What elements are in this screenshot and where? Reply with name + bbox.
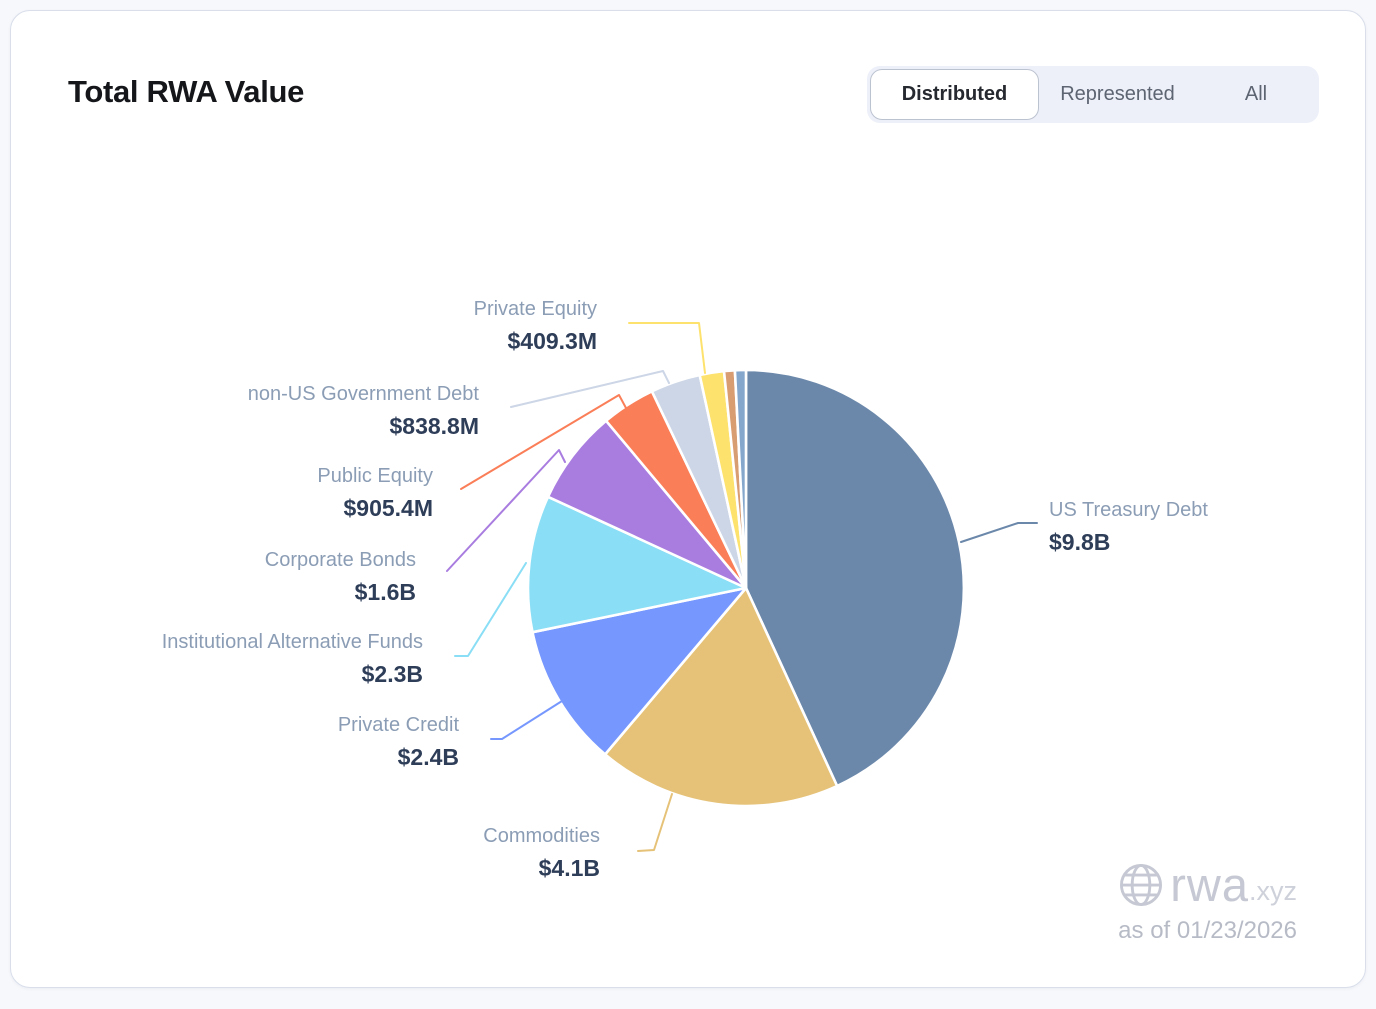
toggle-represented[interactable]: Represented <box>1039 69 1196 120</box>
page-title: Total RWA Value <box>68 74 305 109</box>
toggle-all[interactable]: All <box>1196 69 1316 120</box>
pie-slice-us-treasury-debt[interactable] <box>744 368 966 788</box>
leader-line-non-us-government-debt <box>510 370 670 408</box>
rwa-pie-chart <box>446 322 1038 852</box>
label-public-equity: Public Equity $905.4M <box>317 461 433 525</box>
leader-line-institutional-alternative-funds <box>454 562 527 657</box>
as-of-date: as of 01/23/2026 <box>1118 917 1297 944</box>
label-commodities: Commodities $4.1B <box>483 821 600 885</box>
view-toggle: Distributed Represented All <box>867 66 1319 123</box>
slice-name: non-US Government Debt <box>247 383 479 405</box>
slice-value: $2.4B <box>397 744 459 770</box>
label-corporate-bonds: Corporate Bonds $1.6B <box>265 545 416 609</box>
slice-value: $409.3M <box>507 328 597 354</box>
pie-slice-unlabeled-9[interactable] <box>733 368 748 590</box>
total-rwa-card: Total RWA Value Distributed Represented … <box>10 10 1366 988</box>
slice-name: Private Equity <box>473 298 597 320</box>
slice-value: $9.8B <box>1049 529 1111 555</box>
slice-name: Corporate Bonds <box>264 549 416 571</box>
pie-slice-commodities[interactable] <box>603 586 839 808</box>
slice-value: $905.4M <box>343 495 433 521</box>
slice-name: Commodities <box>483 825 600 847</box>
label-non-us-government-debt: non-US Government Debt $838.8M <box>248 379 479 443</box>
label-us-treasury-debt: US Treasury Debt $9.8B <box>1049 495 1208 559</box>
slice-value: $1.6B <box>354 579 416 605</box>
label-private-equity: Private Equity $409.3M <box>474 294 597 358</box>
slice-name: Institutional Alternative Funds <box>161 631 423 653</box>
label-institutional-alternative-funds: Institutional Alternative Funds $2.3B <box>162 627 423 691</box>
leader-line-private-credit <box>490 700 563 740</box>
toggle-distributed[interactable]: Distributed <box>870 69 1039 120</box>
leader-line-public-equity <box>460 394 627 490</box>
rwa-xyz-watermark: rwa .xyz as of 01/23/2026 <box>1118 861 1297 945</box>
globe-icon <box>1118 862 1164 908</box>
logo-suffix: .xyz <box>1248 876 1297 906</box>
slice-value: $4.1B <box>538 855 600 881</box>
leader-line-us-treasury-debt <box>960 522 1038 543</box>
slice-name: Private Credit <box>337 714 459 736</box>
pie-slice-private-credit[interactable] <box>531 586 748 756</box>
leader-line-private-equity <box>628 322 706 374</box>
leader-line-corporate-bonds <box>446 449 566 572</box>
slice-name: Public Equity <box>317 465 433 487</box>
leader-line-commodities <box>637 793 673 852</box>
slice-value: $2.3B <box>361 661 423 687</box>
pie-slice-institutional-alternative-funds[interactable] <box>526 495 748 634</box>
label-private-credit: Private Credit $2.4B <box>338 710 459 774</box>
logo-text: rwa <box>1170 858 1249 911</box>
slice-name: US Treasury Debt <box>1049 499 1208 521</box>
slice-value: $838.8M <box>389 413 479 439</box>
